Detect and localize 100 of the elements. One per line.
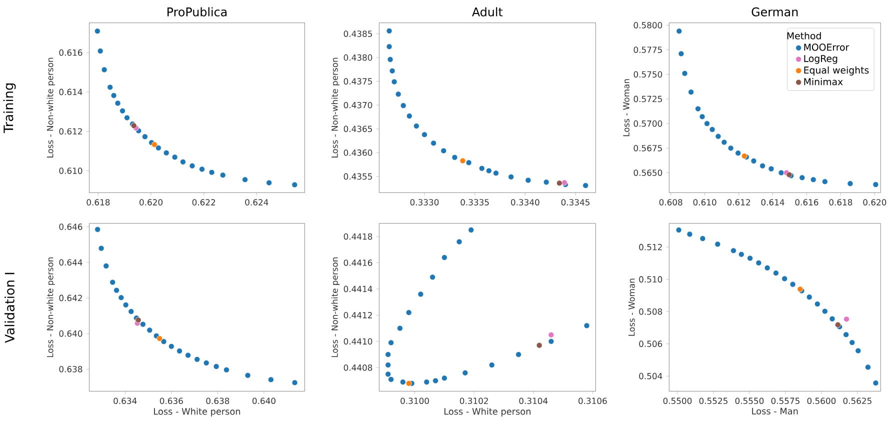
y-tick-label: 0.5750 — [634, 71, 662, 78]
y-tick-label: 0.512 — [639, 244, 662, 250]
y-tick-label: 0.5700 — [634, 120, 662, 127]
point — [492, 170, 499, 176]
point — [543, 179, 550, 186]
y-tick-label: 0.642 — [59, 294, 82, 302]
text: Validation I — [4, 272, 14, 343]
y-tick-label: 0.4380 — [344, 54, 372, 61]
point — [440, 148, 447, 154]
y-tick-label: 0.5775 — [634, 46, 662, 53]
point — [486, 168, 492, 174]
point — [389, 68, 396, 74]
y-tick-label: 0.5800 — [634, 22, 662, 28]
y-tick-label: 0.612 — [59, 128, 82, 135]
x-tick-label: 0.3106 — [578, 398, 607, 404]
x-tick-label: 0.610 — [693, 199, 716, 206]
point — [97, 48, 104, 54]
point — [676, 28, 682, 34]
x-tick-label: 0.620 — [863, 199, 886, 206]
y-tick-label: 0.640 — [59, 330, 82, 337]
point — [391, 78, 398, 85]
point — [772, 270, 779, 276]
point — [844, 316, 850, 322]
x-tick-label: 0.634 — [114, 398, 137, 404]
x-tick-label: 0.5600 — [807, 398, 836, 404]
y-tick-label: 0.4410 — [344, 338, 372, 345]
y-tick-label: 0.616 — [59, 49, 82, 56]
legend-label: Minimax — [804, 78, 843, 86]
y-tick-label: 0.4360 — [344, 150, 372, 156]
x-tick-label: 0.3330 — [410, 199, 439, 206]
x-tick-label: 0.622 — [192, 199, 216, 206]
y-axis-title: Loss - Non-white person — [46, 58, 55, 158]
legend-label: Equal weights — [804, 66, 869, 76]
point — [292, 182, 298, 188]
legend-label: LogReg — [804, 55, 838, 64]
x-tick-label: 0.624 — [245, 199, 268, 206]
point — [508, 174, 514, 180]
point — [460, 158, 466, 164]
x-tick-label: 0.5625 — [843, 398, 872, 404]
y-axis-title: Loss - Non-white person — [46, 257, 55, 358]
point — [829, 316, 836, 322]
point — [536, 342, 542, 348]
point — [760, 162, 766, 169]
y-tick-label: 0.4412 — [344, 312, 372, 318]
point — [94, 226, 101, 232]
point — [778, 170, 784, 176]
x-tick-label: 0.638 — [206, 398, 230, 404]
y-tick-label: 0.646 — [59, 224, 82, 230]
legend-label: MOOError — [804, 44, 850, 51]
point — [810, 176, 816, 183]
point — [385, 362, 392, 368]
chart-title: Adult — [472, 7, 503, 16]
point — [466, 160, 472, 166]
point — [441, 375, 448, 382]
point — [714, 241, 721, 248]
x-tick-label: 0.608 — [659, 199, 682, 206]
point — [172, 154, 178, 160]
point — [396, 325, 403, 332]
point — [395, 91, 402, 98]
point — [422, 132, 428, 138]
point — [385, 352, 392, 358]
point — [790, 281, 796, 288]
x-tick-label: 0.3335 — [460, 199, 489, 206]
point — [103, 262, 110, 269]
point — [101, 66, 108, 73]
point — [548, 332, 554, 338]
point — [385, 371, 392, 378]
y-tick-label: 0.4414 — [344, 286, 372, 292]
point — [142, 134, 148, 140]
point — [441, 254, 448, 260]
y-tick-label: 0.4418 — [344, 233, 372, 240]
text: Training — [3, 84, 16, 134]
x-tick-label: 0.618 — [829, 199, 852, 206]
point — [400, 102, 406, 109]
point — [678, 50, 684, 57]
point — [747, 255, 754, 262]
point — [94, 28, 100, 34]
point — [462, 370, 468, 376]
point — [163, 150, 170, 156]
point — [140, 321, 146, 328]
x-tick-label: 0.5500 — [663, 398, 692, 404]
point — [516, 352, 522, 358]
point — [700, 236, 706, 242]
point — [548, 338, 554, 344]
point — [735, 150, 742, 156]
point — [213, 364, 220, 370]
point — [525, 177, 532, 184]
point — [738, 251, 744, 258]
point — [556, 180, 562, 186]
x-tick-label: 0.5550 — [735, 398, 764, 404]
point — [185, 352, 192, 358]
point — [730, 248, 736, 254]
y-axis-title: Loss - Non-white person — [331, 58, 340, 158]
x-tick-label: 0.3102 — [460, 398, 488, 404]
point — [107, 84, 114, 90]
y-tick-label: 0.4375 — [344, 78, 372, 85]
y-tick-label: 0.506 — [639, 340, 662, 348]
point — [430, 140, 437, 146]
legend-title: Method — [787, 32, 821, 40]
point — [872, 182, 879, 188]
